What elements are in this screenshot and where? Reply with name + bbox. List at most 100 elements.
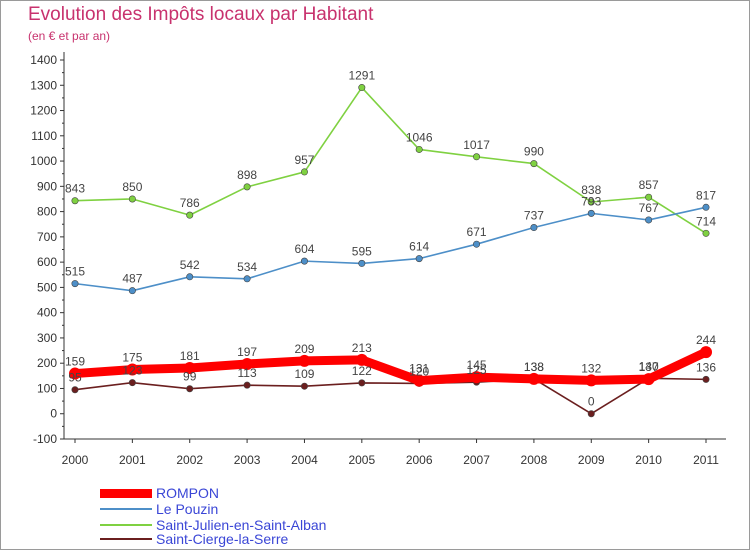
data-label: 123	[122, 364, 142, 378]
legend-item: Saint-Cierge-la-Serre	[100, 531, 288, 547]
data-point	[128, 287, 136, 295]
data-label: 95	[68, 371, 82, 385]
y-tick-label: 1200	[30, 104, 57, 118]
series-line-1	[74, 206, 707, 292]
data-point	[300, 257, 308, 265]
data-point	[298, 354, 311, 367]
data-label: 793	[581, 194, 601, 208]
data-label: 113	[238, 366, 257, 380]
data-point	[358, 379, 366, 387]
legend-swatch	[100, 488, 152, 498]
data-point	[300, 382, 308, 390]
data-point	[355, 353, 368, 366]
data-label: 145	[467, 358, 487, 372]
data-point	[645, 216, 653, 224]
data-label: 838	[581, 183, 601, 197]
data-point	[530, 224, 538, 232]
data-point	[415, 145, 423, 153]
data-label: 181	[180, 349, 200, 363]
data-label: 604	[294, 242, 314, 256]
data-label: 138	[524, 360, 544, 374]
y-tick-label: 800	[37, 205, 57, 219]
data-point	[358, 259, 366, 267]
chart-subtitle: (en € et par an)	[28, 29, 111, 43]
data-point	[300, 168, 308, 176]
series-line-0	[70, 347, 711, 386]
legend-label: Saint-Julien-en-Saint-Alban	[156, 517, 327, 533]
data-label: 767	[639, 201, 659, 215]
legend-swatch	[100, 508, 152, 510]
y-tick-label: 500	[37, 280, 57, 294]
data-label: 244	[696, 333, 716, 347]
x-tick-label: 2005	[348, 453, 375, 467]
y-tick-label: 200	[37, 356, 57, 370]
x-tick-label: 2006	[406, 453, 433, 467]
legend-label: Saint-Cierge-la-Serre	[156, 531, 289, 547]
x-tick-label: 2004	[291, 453, 318, 467]
data-point	[702, 375, 710, 383]
legend-item: ROMPON	[100, 485, 219, 501]
data-point	[183, 362, 196, 375]
data-label: 137	[639, 360, 659, 374]
legend-swatch	[100, 538, 152, 540]
x-tick-label: 2003	[234, 453, 261, 467]
data-point	[186, 385, 194, 393]
x-tick-label: 2002	[176, 453, 203, 467]
data-label: 595	[352, 244, 372, 258]
x-tick-label: 2011	[693, 453, 719, 467]
data-label: 817	[696, 188, 716, 202]
data-label: 209	[294, 342, 314, 356]
x-tick-label: 2010	[635, 453, 662, 467]
data-label: 175	[122, 351, 142, 365]
legend-label: Le Pouzin	[156, 501, 219, 517]
data-point	[128, 195, 136, 203]
y-tick-label: 300	[37, 331, 57, 345]
data-point	[241, 357, 254, 370]
data-label: 0	[588, 395, 595, 409]
data-point	[358, 84, 366, 92]
data-label: 1017	[463, 138, 490, 152]
data-label: 534	[237, 260, 257, 274]
legend-item: Le Pouzin	[100, 501, 218, 517]
y-tick-label: 1300	[30, 78, 57, 92]
x-tick-label: 2007	[463, 453, 490, 467]
legend-swatch	[100, 524, 152, 526]
legend-label: ROMPON	[156, 485, 219, 501]
data-point	[71, 197, 79, 205]
data-point	[587, 198, 595, 206]
data-point	[69, 367, 81, 380]
data-point	[587, 410, 595, 418]
chart-title: Evolution des Impôts locaux par Habitant	[28, 4, 374, 25]
data-label: 990	[524, 145, 544, 159]
data-point	[642, 373, 655, 386]
series-line-2	[74, 86, 707, 235]
y-tick-label: 100	[37, 381, 57, 395]
data-label: 487	[122, 272, 142, 286]
data-point	[126, 363, 139, 376]
data-point	[128, 379, 136, 387]
data-point	[186, 211, 194, 219]
data-point	[587, 209, 595, 217]
x-tick-label: 2000	[62, 453, 89, 467]
legend-item: Saint-Julien-en-Saint-Alban	[100, 517, 326, 533]
data-label: 125	[467, 363, 487, 377]
data-label: 132	[581, 361, 601, 375]
data-label: 786	[180, 196, 200, 210]
y-tick-label: 900	[37, 179, 57, 193]
y-tick-label: -100	[33, 432, 57, 446]
data-label: 140	[639, 359, 659, 373]
y-tick-label: 1400	[30, 53, 57, 67]
data-label: 542	[180, 258, 200, 272]
data-point	[243, 183, 251, 191]
data-label: 1046	[406, 130, 433, 144]
data-point	[527, 372, 540, 385]
series-line-3	[74, 377, 707, 415]
y-tick-label: 0	[50, 407, 57, 421]
data-label: 737	[524, 209, 544, 223]
data-point	[243, 381, 251, 389]
data-label: 120	[409, 364, 429, 378]
y-tick-label: 600	[37, 255, 57, 269]
data-label: 122	[352, 364, 372, 378]
data-point	[645, 193, 653, 201]
data-label: 109	[294, 367, 314, 381]
